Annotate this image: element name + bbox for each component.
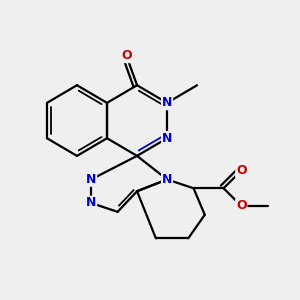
Text: O: O bbox=[236, 164, 247, 177]
Text: O: O bbox=[236, 200, 247, 212]
Text: O: O bbox=[121, 49, 132, 62]
Text: N: N bbox=[162, 96, 172, 110]
Text: N: N bbox=[86, 196, 96, 209]
Text: N: N bbox=[162, 132, 172, 145]
Text: N: N bbox=[86, 173, 96, 186]
Text: N: N bbox=[162, 173, 172, 186]
